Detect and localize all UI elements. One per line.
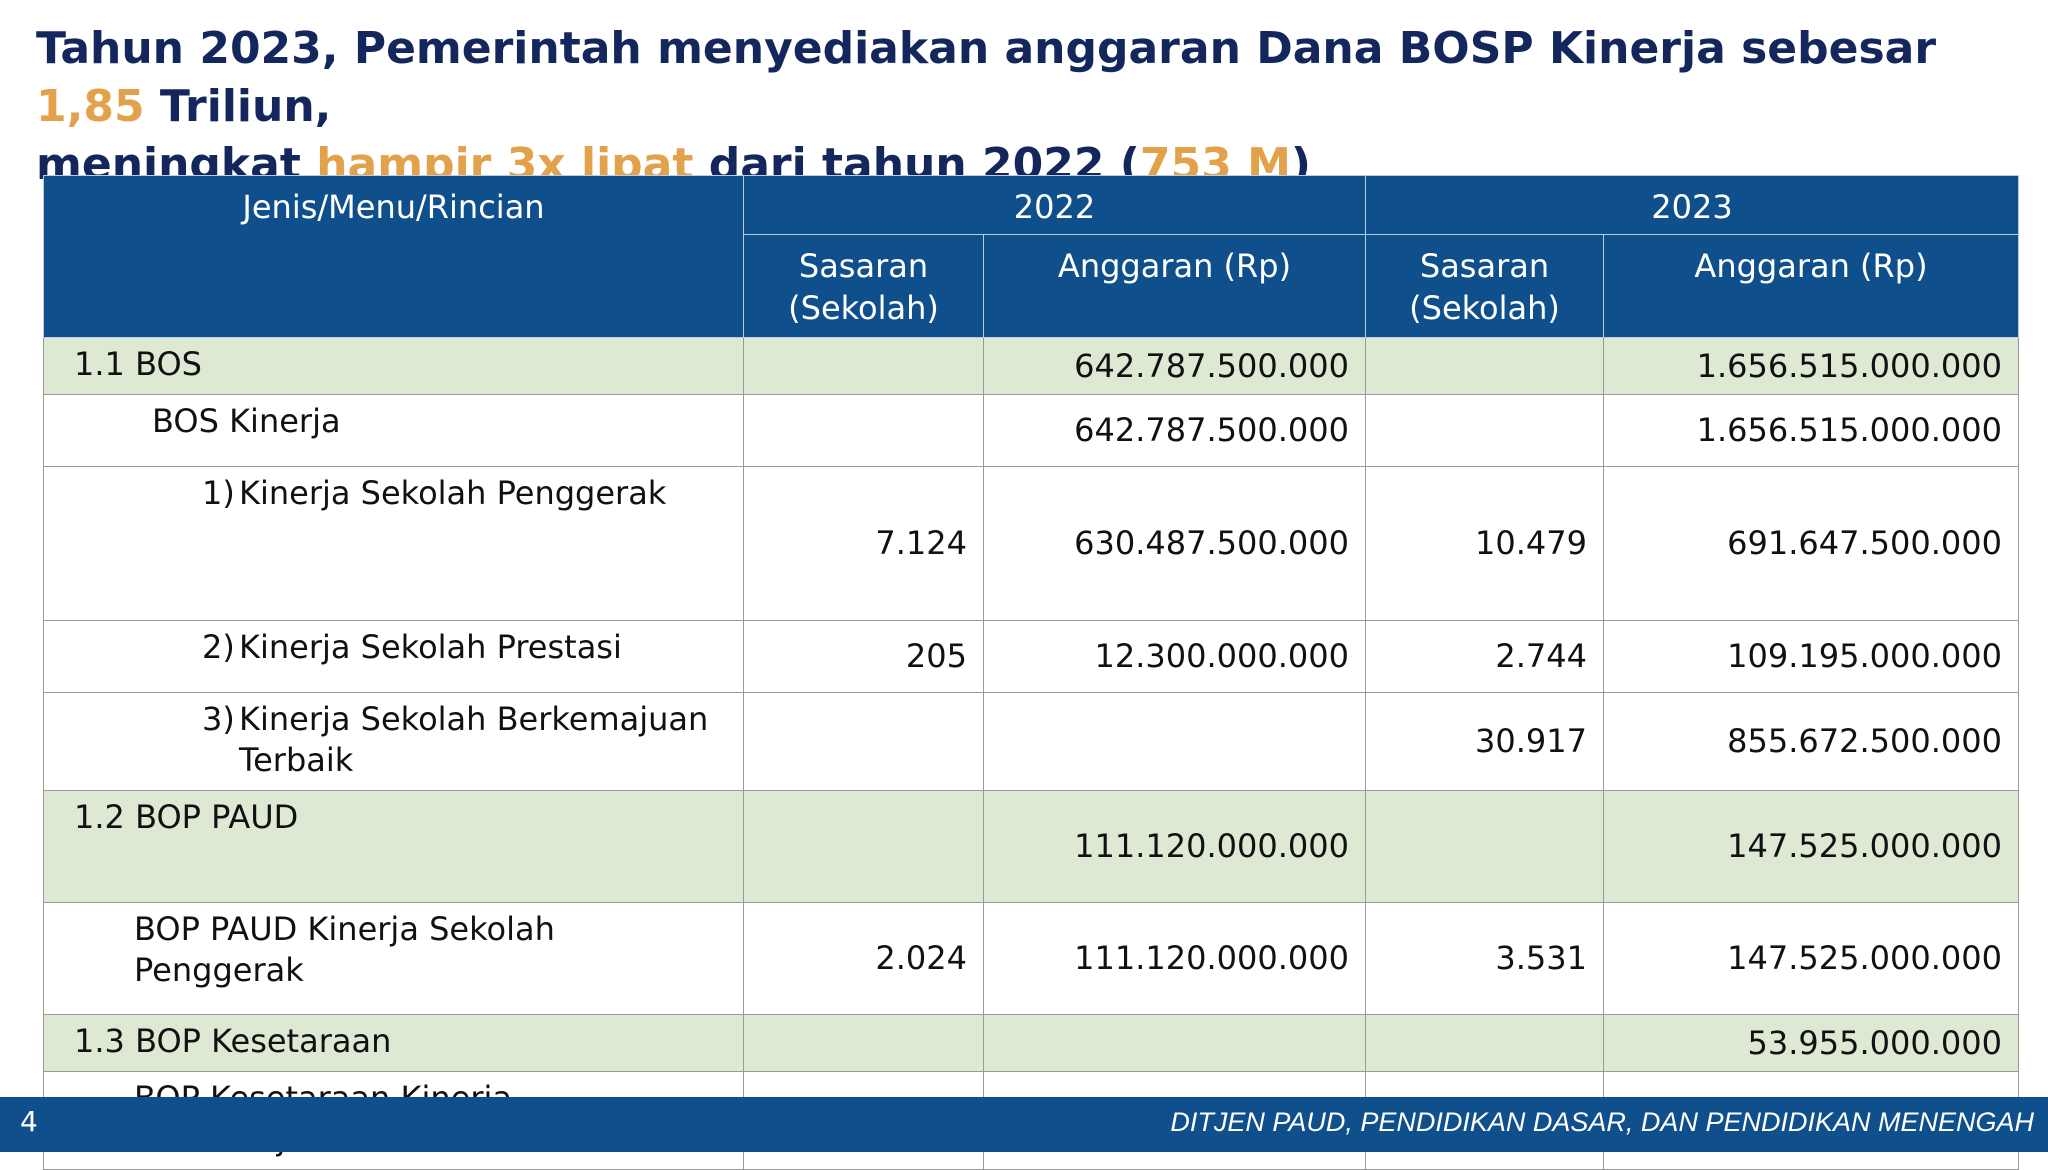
row-label: 1.2 BOP PAUD: [74, 798, 299, 836]
cell-anggaran-2022: 642.787.500.000: [983, 337, 1366, 395]
cell-sasaran-2023: 30.917: [1365, 692, 1604, 791]
header-sasaran-2022: Sasaran (Sekolah): [743, 234, 984, 338]
row-label: BOS Kinerja: [152, 402, 341, 440]
table-row: BOS Kinerja 642.787.500.000 1.656.515.00…: [43, 394, 2019, 467]
title-text: Tahun 2023, Pemerintah menyediakan angga…: [36, 23, 1937, 74]
budget-table: Jenis/Menu/Rincian 2022 2023 Sasaran (Se…: [43, 175, 2019, 1170]
cell-sasaran-2023: [1365, 790, 1604, 903]
table-row: 1.2 BOP PAUD 111.120.000.000 147.525.000…: [43, 790, 2019, 903]
cell-sasaran-2022: [743, 1014, 984, 1072]
cell-anggaran-2022: [983, 692, 1366, 791]
row-label: 1.3 BOP Kesetaraan: [74, 1022, 392, 1060]
cell-anggaran-2023: 147.525.000.000: [1603, 790, 2019, 903]
table-row: 2) Kinerja Sekolah Prestasi 205 12.300.00…: [43, 620, 2019, 693]
table-row: 1.3 BOP Kesetaraan 53.955.000.000: [43, 1014, 2019, 1072]
row-number: 2): [202, 628, 235, 666]
table-row: 1.1 BOS 642.787.500.000 1.656.515.000.00…: [43, 337, 2019, 395]
title-highlight-amount: 1,85: [36, 81, 145, 132]
cell-anggaran-2022: 642.787.500.000: [983, 394, 1366, 467]
table-row: BOP PAUD Kinerja Sekolah Penggerak 2.024…: [43, 902, 2019, 1015]
cell-anggaran-2023: 53.955.000.000: [1603, 1014, 2019, 1072]
row-label: Kinerja Sekolah Berkemajuan Terbaik: [239, 700, 709, 779]
cell-sasaran-2022: [743, 790, 984, 903]
cell-anggaran-2022: 630.487.500.000: [983, 466, 1366, 621]
row-label: 1.1 BOS: [74, 345, 202, 383]
header-year-2022: 2022: [743, 175, 1366, 235]
cell-sasaran-2023: [1365, 394, 1604, 467]
slide-title: Tahun 2023, Pemerintah menyediakan angga…: [36, 20, 2026, 194]
cell-anggaran-2023: 855.672.500.000: [1603, 692, 2019, 791]
title-text: Triliun,: [144, 81, 332, 132]
row-number: 1): [202, 474, 235, 512]
cell-sasaran-2023: [1365, 1014, 1604, 1072]
header-anggaran-2022: Anggaran (Rp): [983, 234, 1366, 338]
cell-sasaran-2023: [1365, 337, 1604, 395]
header-sasaran-2023: Sasaran (Sekolah): [1365, 234, 1604, 338]
cell-sasaran-2022: [743, 337, 984, 395]
cell-sasaran-2022: 205: [743, 620, 984, 693]
row-number: 3): [202, 700, 235, 738]
cell-sasaran-2023: 3.531: [1365, 902, 1604, 1015]
cell-anggaran-2023: 1.656.515.000.000: [1603, 337, 2019, 395]
row-label: Kinerja Sekolah Penggerak: [239, 474, 667, 512]
cell-anggaran-2023: 147.525.000.000: [1603, 902, 2019, 1015]
row-label: BOP PAUD Kinerja Sekolah Penggerak: [134, 910, 555, 989]
cell-sasaran-2022: [743, 394, 984, 467]
cell-sasaran-2023: 2.744: [1365, 620, 1604, 693]
cell-anggaran-2022: 111.120.000.000: [983, 790, 1366, 903]
header-year-2023: 2023: [1365, 175, 2019, 235]
footer-bar: 4 DITJEN PAUD, PENDIDIKAN DASAR, DAN PEN…: [0, 1097, 2048, 1152]
header-anggaran-2023: Anggaran (Rp): [1603, 234, 2019, 338]
cell-anggaran-2022: 111.120.000.000: [983, 902, 1366, 1015]
cell-anggaran-2023: 1.656.515.000.000: [1603, 394, 2019, 467]
table-row: 3) Kinerja Sekolah Berkemajuan Terbaik 30…: [43, 692, 2019, 791]
cell-sasaran-2022: 2.024: [743, 902, 984, 1015]
cell-sasaran-2022: 7.124: [743, 466, 984, 621]
page-number: 4: [20, 1105, 38, 1138]
budget-table-container: Jenis/Menu/Rincian 2022 2023 Sasaran (Se…: [43, 175, 2019, 1170]
cell-anggaran-2022: [983, 1014, 1366, 1072]
cell-anggaran-2023: 691.647.500.000: [1603, 466, 2019, 621]
cell-sasaran-2022: [743, 692, 984, 791]
cell-sasaran-2023: 10.479: [1365, 466, 1604, 621]
table-row: 1) Kinerja Sekolah Penggerak 7.124 630.48…: [43, 466, 2019, 621]
header-item: Jenis/Menu/Rincian: [43, 175, 744, 338]
cell-anggaran-2022: 12.300.000.000: [983, 620, 1366, 693]
cell-anggaran-2023: 109.195.000.000: [1603, 620, 2019, 693]
row-label: Kinerja Sekolah Prestasi: [239, 628, 622, 666]
footer-organization: DITJEN PAUD, PENDIDIKAN DASAR, DAN PENDI…: [1170, 1107, 2034, 1137]
